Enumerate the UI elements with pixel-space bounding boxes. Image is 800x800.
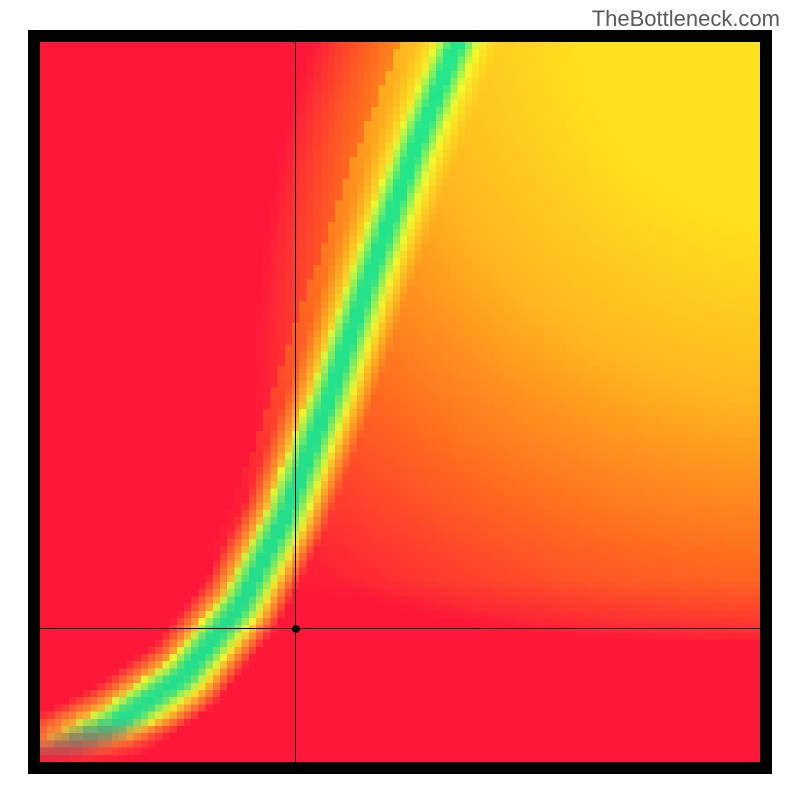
chart-container: TheBottleneck.com — [0, 0, 800, 800]
crosshair-horizontal — [40, 628, 760, 629]
marker-dot — [292, 625, 300, 633]
heatmap-canvas-wrap — [40, 42, 760, 762]
watermark-text: TheBottleneck.com — [592, 6, 780, 32]
heatmap-canvas — [40, 42, 760, 762]
crosshair-vertical — [295, 42, 296, 762]
plot-area — [28, 30, 772, 774]
